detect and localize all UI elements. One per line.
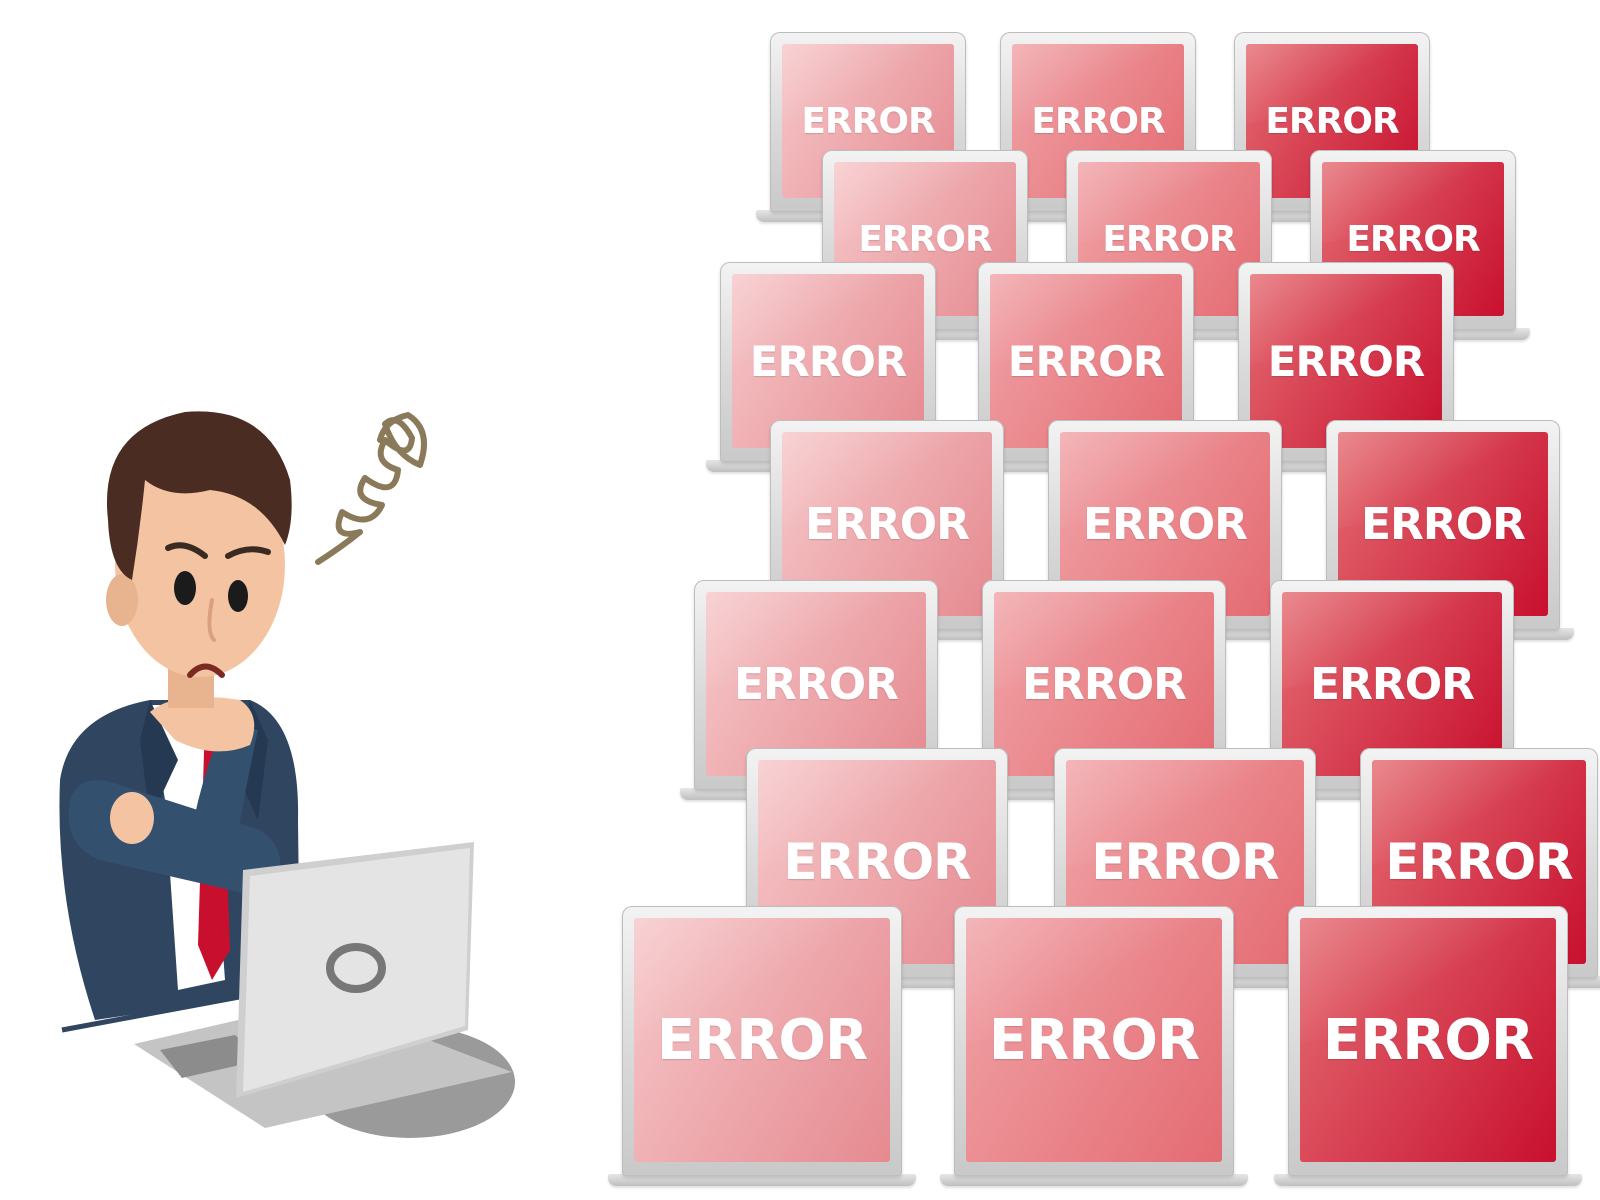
error-label: ERROR (1385, 833, 1573, 891)
error-label: ERROR (1082, 498, 1248, 550)
error-label: ERROR (1091, 833, 1279, 891)
error-screen: ERROR (706, 592, 926, 776)
error-label: ERROR (1309, 658, 1475, 710)
error-screen: ERROR (1282, 592, 1502, 776)
error-label: ERROR (1102, 218, 1236, 260)
error-label: ERROR (1265, 100, 1399, 142)
laptop-illustration (134, 842, 515, 1138)
laptop-base (608, 1174, 916, 1186)
businessman-figure (59, 411, 300, 1020)
error-label: ERROR (1267, 336, 1425, 386)
error-label: ERROR (656, 1007, 868, 1073)
error-label: ERROR (783, 833, 971, 891)
error-laptop: ERROR (608, 906, 916, 1188)
error-label: ERROR (804, 498, 970, 550)
eye-left (174, 571, 196, 605)
error-screen: ERROR (1300, 918, 1556, 1162)
error-screen: ERROR (990, 274, 1182, 448)
error-label: ERROR (733, 658, 899, 710)
laptop-lid: ERROR (622, 906, 902, 1176)
laptop-lid: ERROR (954, 906, 1234, 1176)
error-label: ERROR (1346, 218, 1480, 260)
laptop-lid: ERROR (1288, 906, 1568, 1176)
error-label: ERROR (1322, 1007, 1534, 1073)
error-screen: ERROR (634, 918, 890, 1162)
laptop-base (1274, 1174, 1582, 1186)
error-label: ERROR (858, 218, 992, 260)
error-laptop: ERROR (940, 906, 1248, 1188)
eye-right (228, 580, 248, 612)
hair (106, 411, 292, 580)
laptop-base (940, 1174, 1248, 1186)
face (115, 453, 285, 677)
error-label: ERROR (988, 1007, 1200, 1073)
error-label: ERROR (1021, 658, 1187, 710)
error-label: ERROR (749, 336, 907, 386)
error-label: ERROR (801, 100, 935, 142)
error-screen: ERROR (1250, 274, 1442, 448)
error-screen: ERROR (994, 592, 1214, 776)
error-screen: ERROR (1060, 432, 1270, 616)
swirl-icon (315, 412, 427, 565)
laptop-logo-icon (326, 943, 386, 993)
frown-mouth (187, 663, 225, 678)
error-screen: ERROR (732, 274, 924, 448)
error-label: ERROR (1031, 100, 1165, 142)
error-screen: ERROR (966, 918, 1222, 1162)
worried-man-illustration (59, 411, 515, 1138)
error-label: ERROR (1360, 498, 1526, 550)
error-laptop: ERROR (1274, 906, 1582, 1188)
error-label: ERROR (1007, 336, 1165, 386)
